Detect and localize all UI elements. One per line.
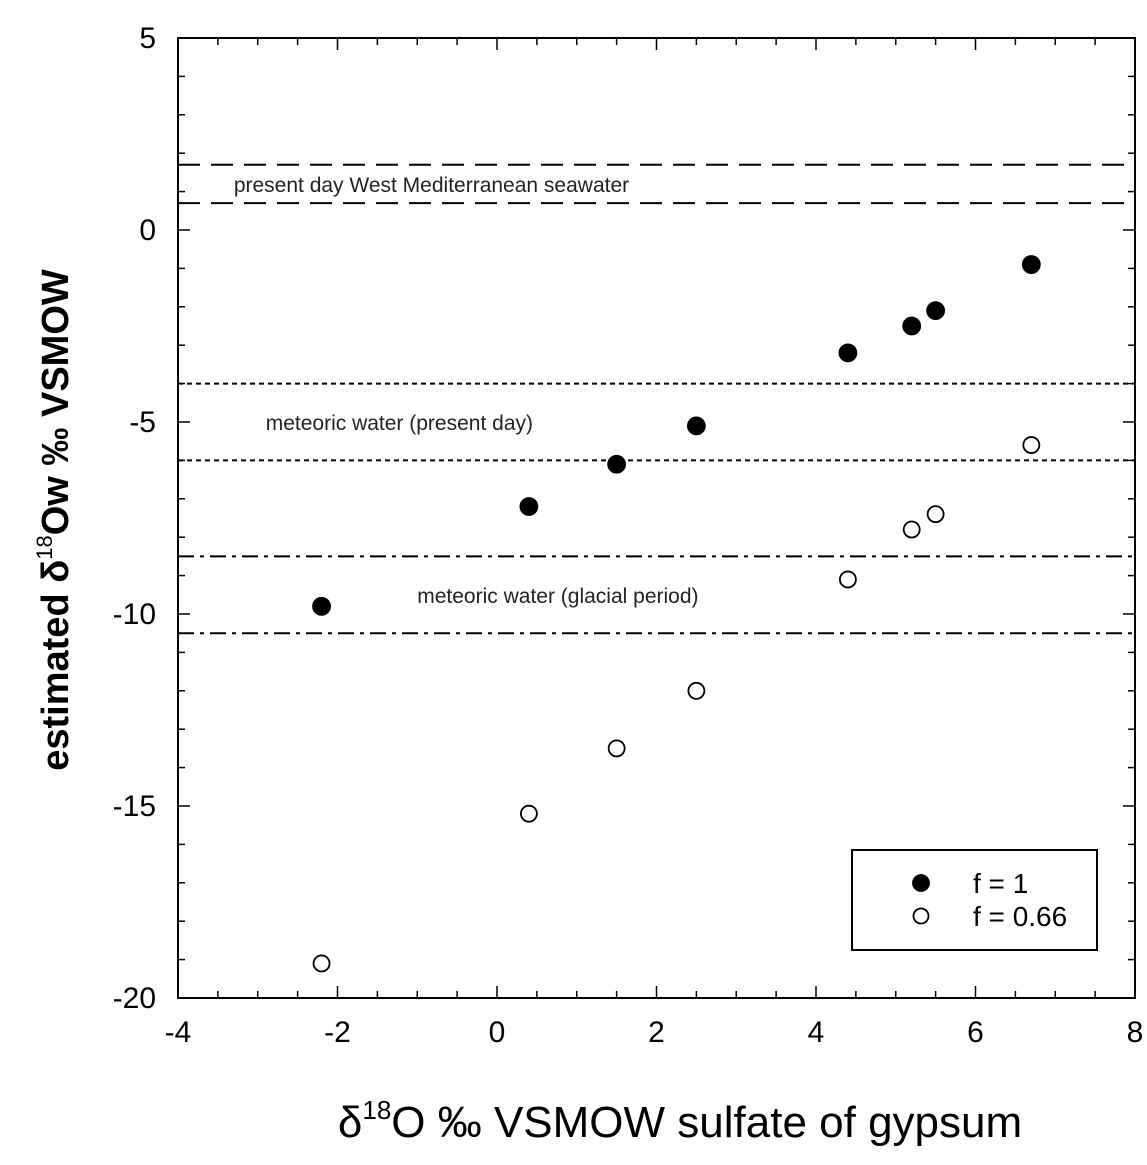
x-tick-label: 6	[967, 1016, 984, 1049]
x-tick-label: 4	[808, 1016, 825, 1049]
x-axis-title-prefix: δ	[338, 1098, 363, 1147]
point-f-1	[838, 343, 858, 363]
legend-marker-f-1	[912, 874, 930, 892]
point-f-0-66	[520, 804, 538, 823]
y-axis-title-sup: 18	[32, 535, 57, 559]
point-f-1	[902, 316, 922, 336]
reference-band-label: meteoric water (glacial period)	[417, 585, 698, 608]
legend-marker-f-0-66	[912, 907, 930, 925]
x-tick-label: 0	[489, 1016, 506, 1049]
reference-bands: present day West Mediterranean seawater m…	[178, 163, 1135, 635]
data-points	[312, 255, 1041, 973]
point-f-1	[519, 497, 539, 516]
y-axis-title: estimated δ18Ow ‰ VSMOW	[32, 269, 77, 771]
y-axis-title-suffix: Ow ‰ VSMOW	[35, 269, 77, 535]
reference-band-label: meteoric water (present day)	[266, 412, 533, 435]
y-tick-label: -5	[129, 406, 156, 439]
x-axis-title: δ18O ‰ VSMOW sulfate of gypsum	[338, 1095, 1022, 1147]
point-f-1	[607, 454, 627, 474]
y-tick-label: -15	[113, 790, 156, 823]
point-f-1	[1021, 255, 1041, 274]
point-f-0-66	[902, 520, 921, 539]
x-tick-labels: -4 -2 0 2 4 6 8	[165, 1016, 1144, 1049]
y-tick-label: 0	[139, 214, 156, 247]
point-f-1	[926, 301, 946, 321]
point-f-0-66	[839, 570, 857, 589]
y-tick-label: -20	[113, 982, 156, 1015]
point-f-1	[312, 596, 331, 616]
y-tick-labels: 5 0 -5 -10 -15 -20	[113, 22, 156, 1015]
point-f-0-66	[607, 739, 626, 758]
x-axis-title-sup: 18	[362, 1095, 391, 1125]
x-tick-label: -2	[324, 1016, 351, 1049]
point-f-0-66	[926, 505, 945, 524]
legend: f = 1 f = 0.66	[851, 849, 1098, 951]
plot-frame	[177, 37, 1136, 999]
legend-label-f-1: f = 1	[973, 868, 1028, 899]
x-tick-label: 2	[648, 1016, 665, 1049]
y-axis-title-prefix: estimated δ	[35, 560, 77, 771]
point-f-0-66	[687, 681, 706, 700]
point-f-0-66	[312, 954, 331, 973]
point-f-0-66	[1022, 436, 1041, 454]
legend-label-f-0-66: f = 0.66	[973, 901, 1067, 932]
point-f-1	[686, 416, 706, 436]
x-tick-label: -4	[165, 1016, 192, 1049]
y-tick-label: -10	[113, 598, 156, 631]
x-axis-title-suffix: O ‰ VSMOW sulfate of gypsum	[391, 1098, 1022, 1147]
reference-band-label: present day West Mediterranean seawater	[234, 174, 629, 197]
legend-box	[851, 849, 1098, 951]
x-tick-label: 8	[1127, 1016, 1144, 1049]
y-tick-label: 5	[139, 22, 156, 55]
